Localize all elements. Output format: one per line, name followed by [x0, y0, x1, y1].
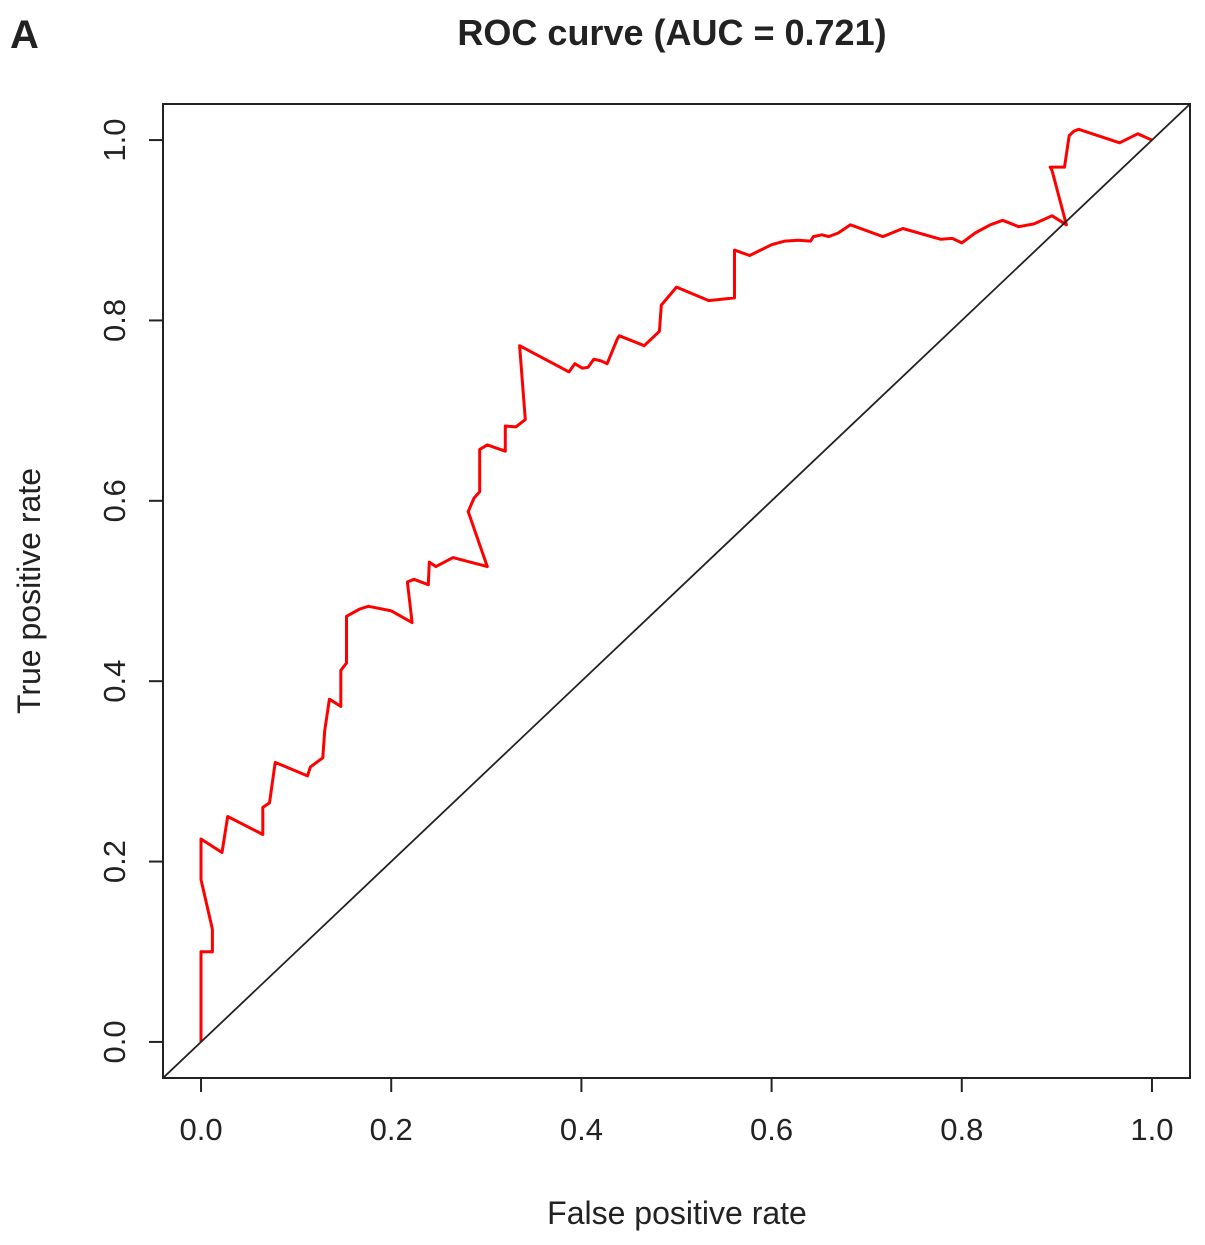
x-tick-label: 0.2 [370, 1112, 413, 1147]
roc-curve-line [199, 127, 1153, 1042]
y-tick-label: 0.4 [97, 660, 132, 703]
y-tick-label: 0.6 [97, 479, 132, 522]
y-tick-label: 0.2 [97, 840, 132, 883]
x-axis: 0.0 0.2 0.4 0.6 0.8 1.0 [179, 1077, 1174, 1147]
x-tick-label: 0.6 [750, 1112, 793, 1147]
chart-title: ROC curve (AUC = 0.721) [457, 12, 886, 53]
y-tick-label: 1.0 [97, 119, 132, 162]
y-tick-label: 0.0 [97, 1020, 132, 1063]
diagonal-reference-line [163, 104, 1190, 1078]
y-axis-label: True positive rate [11, 468, 47, 714]
x-tick-label: 1.0 [1130, 1112, 1173, 1147]
x-tick-label: 0.4 [560, 1112, 603, 1147]
y-axis: 0.0 0.2 0.4 0.6 0.8 1.0 [97, 119, 164, 1063]
x-tick-label: 0.8 [940, 1112, 983, 1147]
panel-label: A [10, 13, 39, 57]
x-tick-label: 0.0 [179, 1112, 222, 1147]
series-layer [163, 104, 1190, 1078]
y-tick-label: 0.8 [97, 299, 132, 342]
x-axis-label: False positive rate [547, 1195, 807, 1231]
